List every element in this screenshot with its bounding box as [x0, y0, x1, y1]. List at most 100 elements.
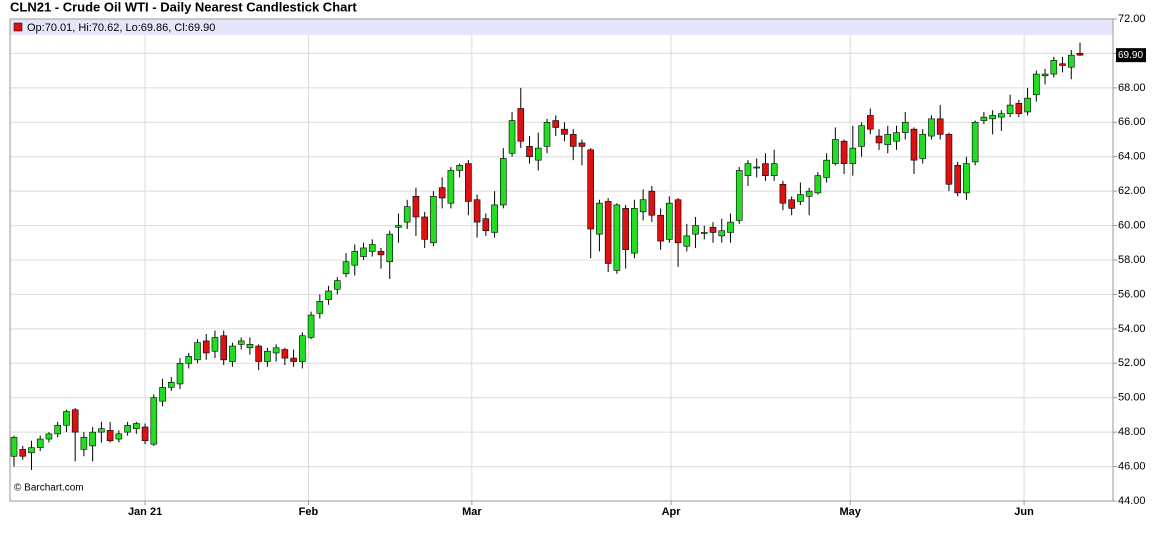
x-tick-label: Feb [299, 506, 319, 518]
candle-body [447, 170, 455, 204]
candle-body [141, 426, 149, 442]
candle-body [936, 118, 944, 135]
candle-body [386, 233, 394, 263]
candle-body [36, 438, 44, 448]
y-tick-label: 58.00 [1118, 254, 1146, 266]
candle-body [333, 280, 341, 290]
chart-title: CLN21 - Crude Oil WTI - Daily Nearest Ca… [10, 0, 357, 14]
candle-body [674, 199, 682, 244]
candle-body [89, 431, 96, 447]
candle-body [281, 349, 289, 359]
candle-body [543, 121, 551, 147]
candle-body [866, 115, 874, 130]
candle-body [735, 170, 743, 221]
candle-body [753, 166, 761, 169]
candle-body [893, 132, 900, 142]
candle-body [1015, 103, 1023, 114]
candle-body [552, 120, 560, 128]
candle-body [508, 120, 516, 154]
candle-body [762, 163, 769, 176]
candle-body [185, 356, 193, 364]
candle-body [578, 142, 586, 147]
candle-body [421, 216, 428, 240]
candle-body [360, 247, 367, 257]
candle-body [683, 235, 691, 247]
candle-body [622, 208, 629, 250]
candle-body [832, 139, 839, 164]
x-tick-label: Jan 21 [128, 506, 162, 518]
candle-body [526, 146, 533, 158]
candle-body [246, 344, 254, 349]
candle-body [700, 232, 708, 234]
candle-body [167, 381, 175, 388]
candle-body [473, 199, 481, 223]
y-tick-label: 50.00 [1118, 392, 1146, 404]
candle-body [1006, 104, 1014, 114]
candle-body [299, 335, 306, 362]
candle-body [587, 149, 594, 230]
candle-body [604, 201, 612, 264]
y-tick-label: 56.00 [1118, 288, 1146, 300]
candle-body [45, 433, 53, 440]
candle-body [884, 134, 892, 145]
candle-body [875, 135, 883, 144]
candle-body [613, 204, 621, 271]
candle-body [666, 202, 673, 240]
candle-body [910, 128, 918, 161]
candle-body [727, 221, 734, 233]
candle-body [945, 134, 953, 185]
candle-body [377, 251, 385, 256]
candle-body [998, 113, 1005, 118]
candle-body [500, 158, 507, 206]
ohlc-legend: Op:70.01, Hi:70.62, Lo:69.86, Cl:69.90 [27, 22, 215, 34]
candle-body [124, 424, 131, 433]
candle-body [482, 218, 490, 232]
candle-body [744, 163, 752, 176]
x-tick-label: May [839, 506, 861, 518]
candle-body [176, 362, 184, 385]
y-tick-label: 62.00 [1118, 185, 1146, 197]
y-tick-label: 68.00 [1118, 82, 1146, 94]
candle-body [491, 204, 498, 233]
candle-body [403, 206, 411, 223]
candle-body [10, 437, 18, 457]
candle-body [718, 230, 726, 237]
y-tick-label: 72.00 [1118, 13, 1146, 25]
candle-body [657, 214, 664, 242]
candle-body [858, 125, 865, 147]
candle-body [150, 397, 158, 445]
candle-body [211, 337, 219, 352]
candle-body [133, 423, 140, 429]
last-value-box [1116, 48, 1146, 63]
candle-body [272, 347, 280, 354]
candle-body [1041, 73, 1049, 77]
candle-body [971, 121, 979, 163]
x-tick-label: Apr [662, 506, 682, 518]
candle-body [98, 428, 105, 433]
candle-body [1024, 97, 1031, 113]
candle-body [202, 340, 210, 354]
candle-body [351, 251, 359, 266]
candle-body [631, 208, 638, 254]
candle-body [368, 244, 376, 252]
y-tick-label: 48.00 [1118, 426, 1146, 438]
candle-body [779, 183, 787, 204]
legend-band [10, 19, 1113, 35]
candle-body [692, 225, 699, 235]
candle-body [194, 342, 201, 361]
y-tick-label: 60.00 [1118, 219, 1146, 231]
candle-body [54, 424, 61, 435]
candle-body [159, 387, 166, 402]
candle-body [805, 190, 813, 197]
candle-body [1067, 54, 1075, 68]
x-tick-label: Mar [462, 506, 482, 518]
candle-body [954, 165, 961, 194]
y-tick-label: 46.00 [1118, 460, 1146, 472]
candle-body [823, 159, 830, 178]
source-label: © Barchart.com [14, 483, 84, 494]
candle-body [19, 449, 27, 457]
candle-body [106, 430, 114, 442]
candle-body [709, 226, 717, 233]
candle-body [395, 225, 402, 228]
